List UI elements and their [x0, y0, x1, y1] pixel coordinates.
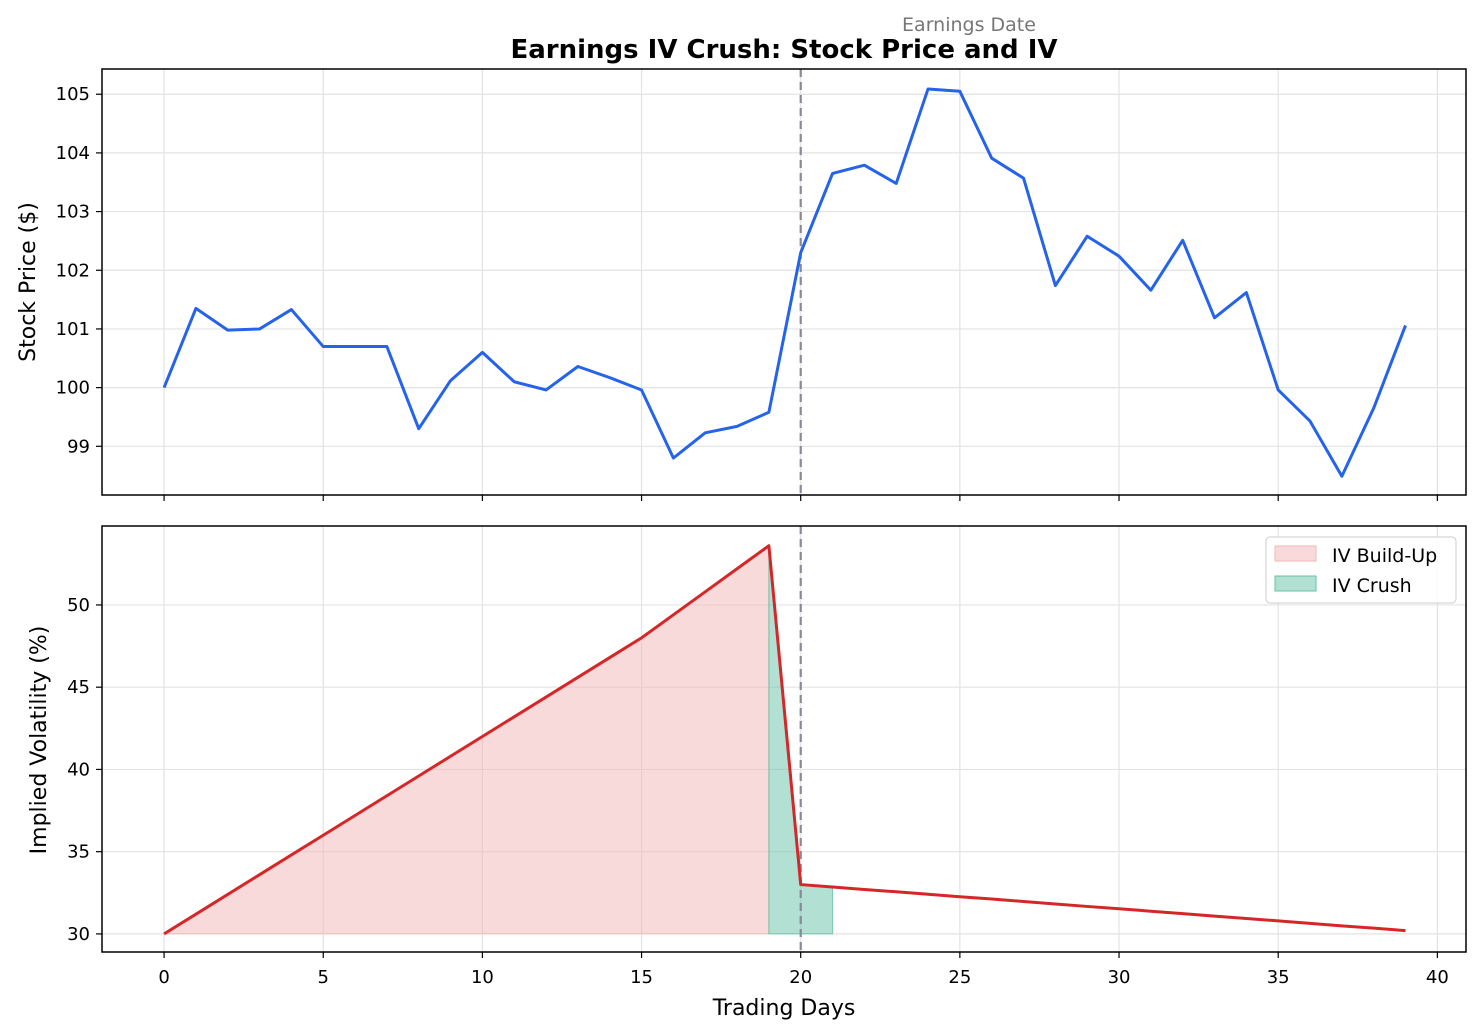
xtick-label: 25 [948, 967, 971, 988]
top-grid [102, 69, 1466, 495]
series-lines [162, 87, 1407, 936]
top-ytick-label: 102 [56, 260, 90, 281]
stock-price-line [162, 87, 1407, 478]
xtick-label: 10 [471, 967, 494, 988]
xtick-label: 20 [789, 967, 812, 988]
top-ytick-label: 100 [56, 378, 90, 399]
earnings-date-annotation: Earnings Date [902, 14, 1036, 36]
top-ytick-label: 105 [56, 84, 90, 105]
top-ytick-label: 103 [56, 202, 90, 223]
iv-fills [162, 544, 834, 935]
chart-title: Earnings IV Crush: Stock Price and IV [510, 35, 1057, 65]
xtick-label: 35 [1267, 967, 1290, 988]
axes-frames [96, 68, 1467, 958]
xtick-label: 0 [158, 967, 169, 988]
top-ytick-label: 104 [56, 143, 90, 164]
bottom-ylabel: Implied Volatility (%) [27, 626, 52, 855]
bottom-ytick-label: 40 [67, 759, 90, 780]
bottom-ytick-label: 35 [67, 842, 90, 863]
top-ytick-label: 101 [56, 319, 90, 340]
legend-label-crush: IV Crush [1332, 575, 1412, 597]
iv-buildup-fill [162, 544, 770, 935]
legend-swatch-buildup [1274, 545, 1317, 562]
bottom-ytick-label: 50 [67, 595, 90, 616]
xtick-label: 5 [318, 967, 329, 988]
xtick-label: 30 [1108, 967, 1131, 988]
legend-swatch-crush [1274, 575, 1317, 592]
iv-line [163, 544, 1406, 936]
legend: IV Build-Up IV Crush [1265, 536, 1457, 604]
bottom-axes-frame [101, 525, 1467, 953]
xtick-label: 15 [630, 967, 653, 988]
xtick-label: 40 [1426, 967, 1449, 988]
top-ylabel: Stock Price ($) [16, 202, 41, 362]
x-axis-label: Trading Days [712, 996, 856, 1021]
top-axes-frame [101, 68, 1467, 496]
bottom-ytick-label: 45 [67, 677, 90, 698]
legend-label-buildup: IV Build-Up [1332, 545, 1437, 567]
bottom-ytick-label: 30 [67, 924, 90, 945]
tick-labels: 99 100 101 102 103 104 105 30 35 40 45 50 0 5 10 15 20 25… [56, 84, 1449, 988]
top-ytick-label: 99 [67, 436, 90, 457]
